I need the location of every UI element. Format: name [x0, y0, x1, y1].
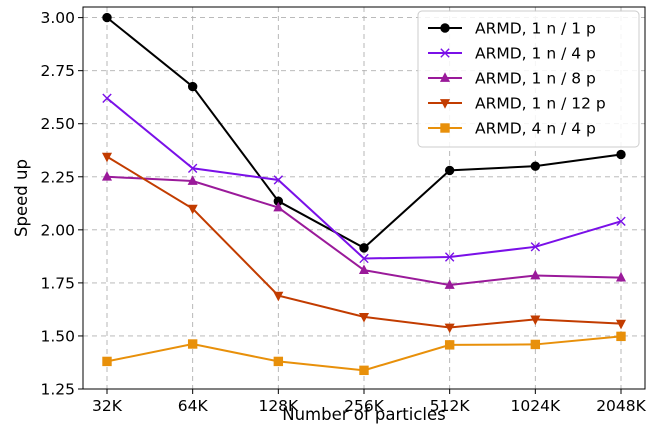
legend-entry: ARMD, 4 n / 4 p	[428, 120, 596, 138]
data-point	[530, 161, 541, 171]
y-tick-label: 1.25	[40, 381, 75, 399]
data-point	[273, 201, 284, 212]
legend-marker	[439, 99, 451, 109]
data-point	[273, 291, 284, 302]
y-tick-label: 1.50	[40, 327, 75, 345]
y-tick-label: 1.75	[40, 274, 75, 292]
series-1	[102, 12, 626, 253]
data-point	[273, 175, 284, 185]
y-tick-label: 2.75	[40, 62, 75, 80]
data-point	[273, 356, 284, 367]
data-point	[359, 243, 369, 253]
data-point	[444, 340, 455, 350]
x-axis-label: Number of particles	[282, 405, 446, 424]
x-tick-label: 32K	[92, 397, 123, 415]
legend-entry: ARMD, 1 n / 1 p	[428, 20, 596, 38]
y-tick-label: 2.50	[40, 115, 75, 133]
series-2	[102, 93, 626, 264]
legend-marker	[440, 23, 450, 33]
data-point	[187, 163, 198, 173]
y-tick-label: 2.00	[40, 221, 75, 239]
legend-entry: ARMD, 1 n / 4 p	[428, 45, 596, 63]
data-point	[187, 339, 198, 349]
data-point	[616, 331, 626, 342]
data-point	[530, 315, 541, 326]
data-point	[358, 312, 370, 323]
legend-box	[417, 10, 640, 148]
tick-group: 32K 64K 128K 256K 512K 1024K 2048K 1.25 1.50 1.75…	[40, 9, 646, 415]
x-tick-label: 512K	[430, 397, 471, 415]
legend-entry: ARMD, 1 n / 12 p	[428, 95, 606, 113]
x-tick-label: 1024K	[511, 397, 561, 415]
data-point	[530, 242, 541, 252]
legend-label: ARMD, 1 n / 8 p	[475, 70, 596, 88]
data-point	[444, 165, 455, 176]
x-tick-label: 64K	[178, 397, 209, 415]
y-axis-label: Speed up	[12, 159, 31, 237]
data-point	[444, 323, 455, 334]
legend-label: ARMD, 4 n / 4 p	[475, 120, 596, 138]
data-point	[444, 279, 455, 289]
data-point	[359, 365, 369, 376]
y-tick-label: 2.25	[40, 168, 75, 186]
data-point	[102, 12, 112, 23]
legend-marker	[439, 72, 451, 82]
legend: ARMD, 1 n / 1 p ARMD, 1 n / 4 p ARMD, 1 n …	[417, 10, 640, 148]
data-point	[187, 81, 198, 92]
series-group	[101, 12, 627, 376]
data-point	[101, 152, 113, 163]
data-point	[616, 149, 626, 160]
data-point	[359, 253, 369, 264]
x-tick-label: 2048K	[596, 397, 646, 415]
legend-label: ARMD, 1 n / 1 p	[475, 20, 596, 38]
x-tick-label: 128K	[258, 397, 299, 415]
data-point	[444, 252, 455, 262]
data-point	[102, 356, 112, 367]
data-point	[615, 319, 627, 330]
legend-label: ARMD, 1 n / 4 p	[475, 45, 596, 63]
data-point	[187, 204, 198, 215]
data-point	[102, 93, 112, 103]
series-5	[102, 331, 626, 376]
data-point	[616, 216, 626, 227]
data-point	[530, 269, 541, 280]
legend-marker	[440, 48, 450, 58]
data-point	[615, 271, 627, 282]
y-tick-label: 3.00	[40, 9, 75, 27]
legend-marker	[440, 123, 450, 133]
series-4	[101, 152, 627, 334]
legend-label: ARMD, 1 n / 12 p	[475, 95, 606, 113]
series-3	[101, 171, 627, 289]
data-point	[187, 175, 198, 185]
legend-entry: ARMD, 1 n / 8 p	[428, 70, 596, 88]
data-point	[358, 264, 370, 275]
data-point	[101, 171, 113, 181]
data-point	[530, 339, 541, 350]
x-tick-label: 256K	[344, 397, 385, 415]
